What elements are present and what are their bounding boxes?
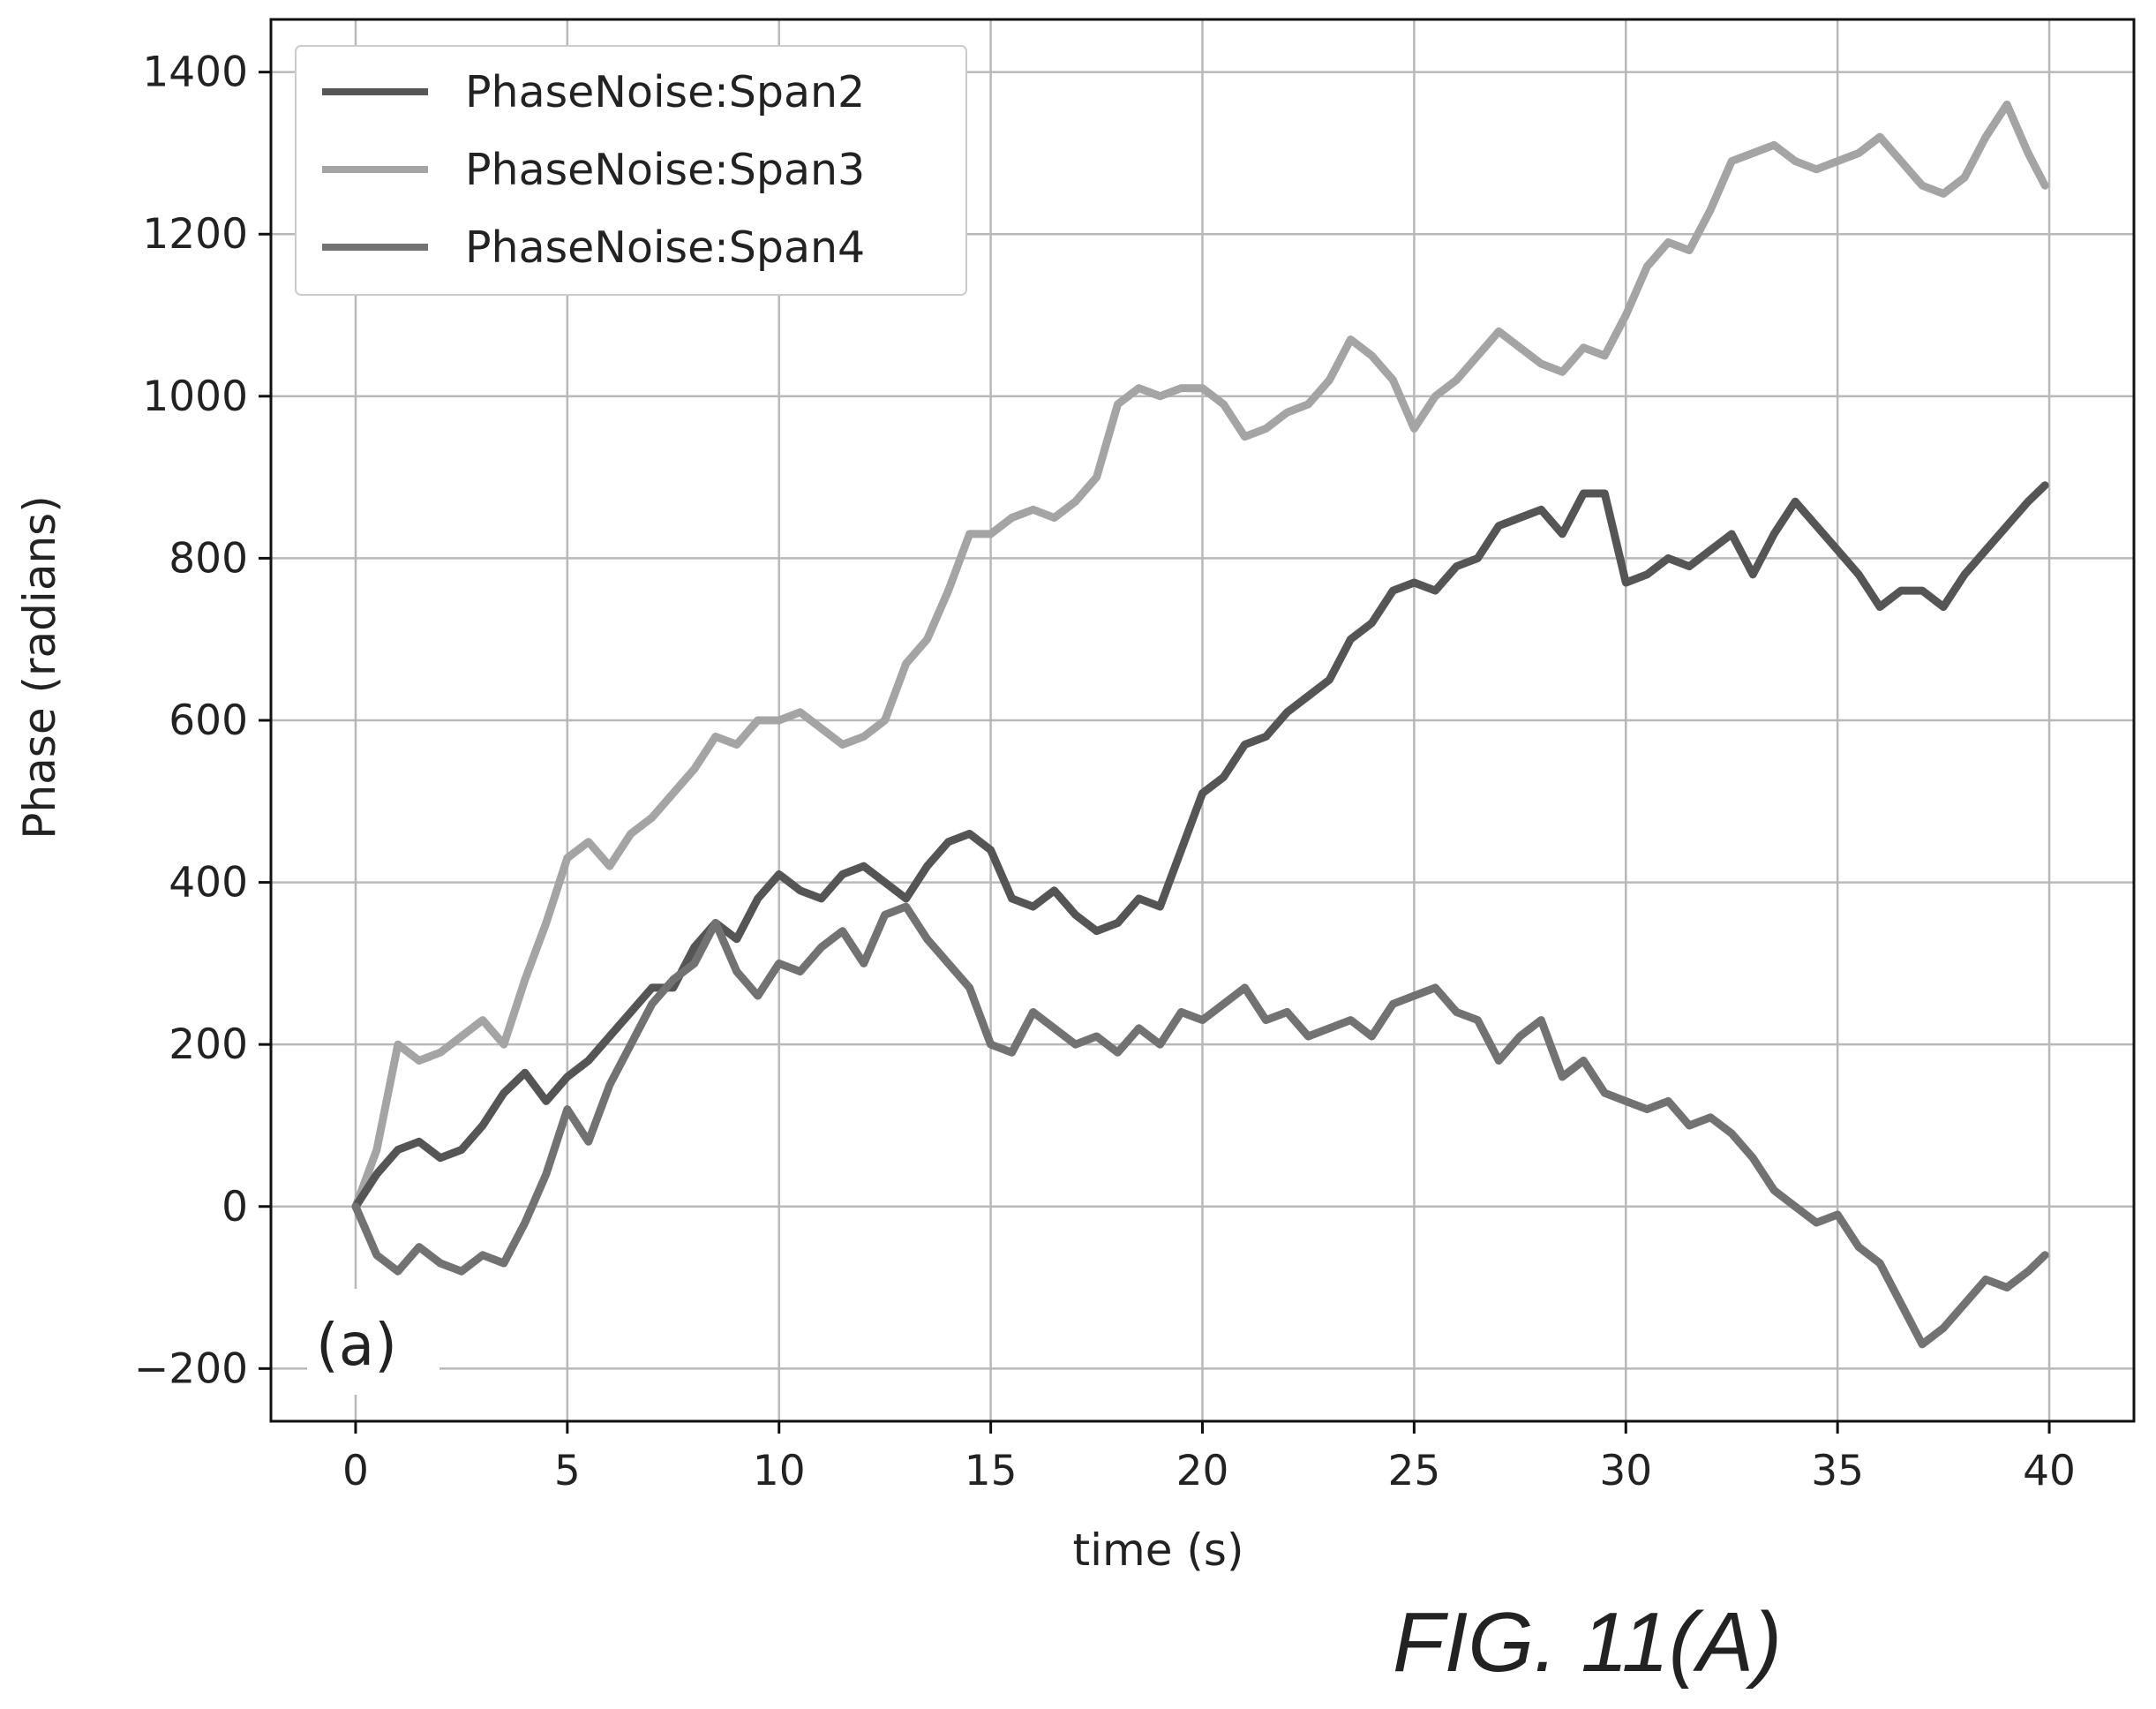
y-tick-label: 600 [169,696,248,745]
legend-label-span4: PhaseNoise:Span4 [465,222,865,273]
x-tick-label: 35 [1811,1447,1864,1495]
y-tick-label: −200 [134,1344,248,1393]
x-tick-label: 40 [2023,1447,2076,1495]
y-tick-label: 1000 [142,373,248,421]
axis-ticks: 0 5 10 15 20 25 30 35 40 −200 0 200 400 600 800 1000 120… [134,49,2076,1495]
x-axis-title: time (s) [1073,1525,1244,1576]
y-axis-title: Phase (radians) [14,495,65,839]
y-tick-label: 0 [222,1183,248,1231]
x-tick-label: 20 [1176,1447,1229,1495]
figure-caption: FIG. 11(A) [1393,1595,1782,1690]
y-tick-label: 800 [169,534,248,583]
series-line-phasenoise-span3 [351,100,2049,1211]
series-lines [351,100,2049,1349]
y-tick-label: 1400 [142,49,248,97]
legend-label-span3: PhaseNoise:Span3 [465,145,865,195]
series-line-phasenoise-span2 [351,481,2049,1211]
legend-box [295,45,967,296]
series-line-phasenoise-span4 [351,902,2049,1349]
x-tick-label: 10 [753,1447,806,1495]
x-tick-label: 0 [342,1447,369,1495]
x-tick-label: 30 [1599,1447,1652,1495]
panel-label: (a) [316,1311,397,1379]
y-tick-label: 200 [169,1020,248,1069]
x-tick-label: 25 [1387,1447,1440,1495]
y-tick-label: 400 [169,859,248,907]
y-tick-label: 1200 [142,210,248,259]
legend-label-span2: PhaseNoise:Span2 [465,67,865,117]
panel-label-background [307,1289,439,1395]
x-tick-label: 5 [554,1447,581,1495]
legend: PhaseNoise:Span2 PhaseNoise:Span3 PhaseN… [295,45,967,296]
x-tick-label: 15 [965,1447,1018,1495]
